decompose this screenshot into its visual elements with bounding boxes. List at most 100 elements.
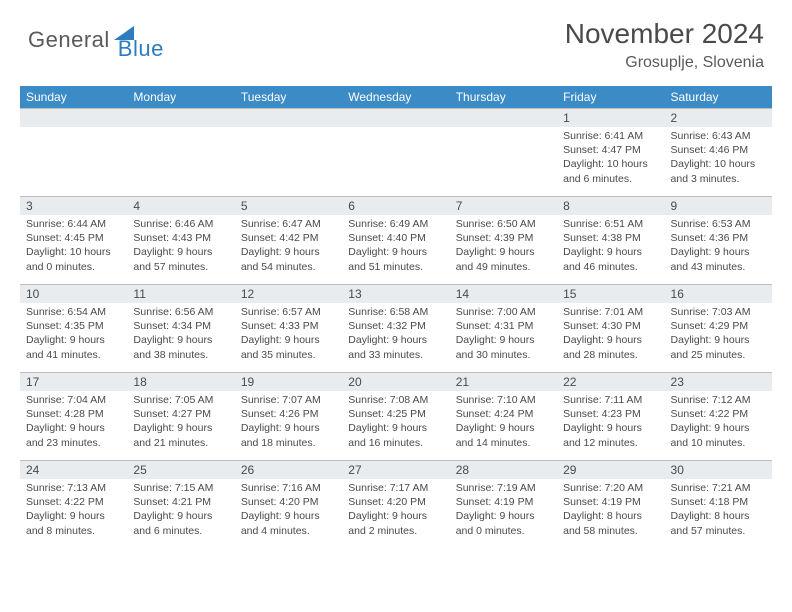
day-number: 28 (450, 461, 557, 479)
day-body: Sunrise: 6:46 AMSunset: 4:43 PMDaylight:… (127, 215, 234, 278)
sunrise-text: Sunrise: 7:05 AM (133, 393, 228, 407)
sunrise-text: Sunrise: 7:19 AM (456, 481, 551, 495)
sunset-text: Sunset: 4:38 PM (563, 231, 658, 245)
daylight-text: Daylight: 9 hours and 8 minutes. (26, 509, 121, 537)
day-body: Sunrise: 7:13 AMSunset: 4:22 PMDaylight:… (20, 479, 127, 542)
sunset-text: Sunset: 4:22 PM (671, 407, 766, 421)
day-body: Sunrise: 6:43 AMSunset: 4:46 PMDaylight:… (665, 127, 772, 190)
sunrise-text: Sunrise: 7:17 AM (348, 481, 443, 495)
sunrise-text: Sunrise: 7:16 AM (241, 481, 336, 495)
sunset-text: Sunset: 4:24 PM (456, 407, 551, 421)
day-number: 8 (557, 197, 664, 215)
day-number: 9 (665, 197, 772, 215)
day-number: 1 (557, 109, 664, 127)
week-row: 3Sunrise: 6:44 AMSunset: 4:45 PMDaylight… (20, 197, 772, 285)
day-header: Wednesday (342, 86, 449, 109)
day-cell: 17Sunrise: 7:04 AMSunset: 4:28 PMDayligh… (20, 373, 127, 461)
sunrise-text: Sunrise: 6:50 AM (456, 217, 551, 231)
day-body: Sunrise: 7:16 AMSunset: 4:20 PMDaylight:… (235, 479, 342, 542)
sunrise-text: Sunrise: 7:08 AM (348, 393, 443, 407)
day-cell: 20Sunrise: 7:08 AMSunset: 4:25 PMDayligh… (342, 373, 449, 461)
sunrise-text: Sunrise: 6:46 AM (133, 217, 228, 231)
day-body: Sunrise: 7:15 AMSunset: 4:21 PMDaylight:… (127, 479, 234, 542)
day-cell: 14Sunrise: 7:00 AMSunset: 4:31 PMDayligh… (450, 285, 557, 373)
sunset-text: Sunset: 4:43 PM (133, 231, 228, 245)
sunrise-text: Sunrise: 6:44 AM (26, 217, 121, 231)
day-body: Sunrise: 7:12 AMSunset: 4:22 PMDaylight:… (665, 391, 772, 454)
sunset-text: Sunset: 4:31 PM (456, 319, 551, 333)
day-header: Sunday (20, 86, 127, 109)
sunset-text: Sunset: 4:42 PM (241, 231, 336, 245)
header: General Blue November 2024 Grosuplje, Sl… (0, 0, 792, 78)
day-number: 22 (557, 373, 664, 391)
sunrise-text: Sunrise: 6:49 AM (348, 217, 443, 231)
sunrise-text: Sunrise: 6:57 AM (241, 305, 336, 319)
day-cell: 27Sunrise: 7:17 AMSunset: 4:20 PMDayligh… (342, 461, 449, 549)
day-number: 23 (665, 373, 772, 391)
day-number: 16 (665, 285, 772, 303)
daylight-text: Daylight: 10 hours and 0 minutes. (26, 245, 121, 273)
day-cell: 30Sunrise: 7:21 AMSunset: 4:18 PMDayligh… (665, 461, 772, 549)
day-cell (450, 109, 557, 197)
daylight-text: Daylight: 9 hours and 2 minutes. (348, 509, 443, 537)
sunrise-text: Sunrise: 7:00 AM (456, 305, 551, 319)
daylight-text: Daylight: 9 hours and 4 minutes. (241, 509, 336, 537)
sunrise-text: Sunrise: 7:15 AM (133, 481, 228, 495)
sunset-text: Sunset: 4:19 PM (563, 495, 658, 509)
day-cell (20, 109, 127, 197)
day-number: 2 (665, 109, 772, 127)
sunset-text: Sunset: 4:25 PM (348, 407, 443, 421)
day-number: 19 (235, 373, 342, 391)
daylight-text: Daylight: 9 hours and 46 minutes. (563, 245, 658, 273)
day-body: Sunrise: 7:07 AMSunset: 4:26 PMDaylight:… (235, 391, 342, 454)
day-number: 15 (557, 285, 664, 303)
day-cell: 9Sunrise: 6:53 AMSunset: 4:36 PMDaylight… (665, 197, 772, 285)
day-number: 4 (127, 197, 234, 215)
sunrise-text: Sunrise: 7:20 AM (563, 481, 658, 495)
day-cell: 21Sunrise: 7:10 AMSunset: 4:24 PMDayligh… (450, 373, 557, 461)
sunset-text: Sunset: 4:34 PM (133, 319, 228, 333)
day-body: Sunrise: 6:47 AMSunset: 4:42 PMDaylight:… (235, 215, 342, 278)
daylight-text: Daylight: 9 hours and 18 minutes. (241, 421, 336, 449)
sunset-text: Sunset: 4:47 PM (563, 143, 658, 157)
day-header: Tuesday (235, 86, 342, 109)
day-header: Monday (127, 86, 234, 109)
sunset-text: Sunset: 4:20 PM (241, 495, 336, 509)
sunrise-text: Sunrise: 7:13 AM (26, 481, 121, 495)
sunset-text: Sunset: 4:19 PM (456, 495, 551, 509)
logo-text-general: General (28, 27, 110, 53)
day-body: Sunrise: 7:19 AMSunset: 4:19 PMDaylight:… (450, 479, 557, 542)
sunset-text: Sunset: 4:26 PM (241, 407, 336, 421)
day-body: Sunrise: 7:05 AMSunset: 4:27 PMDaylight:… (127, 391, 234, 454)
sunset-text: Sunset: 4:45 PM (26, 231, 121, 245)
day-number: 3 (20, 197, 127, 215)
day-cell: 15Sunrise: 7:01 AMSunset: 4:30 PMDayligh… (557, 285, 664, 373)
location: Grosuplje, Slovenia (565, 54, 764, 72)
daylight-text: Daylight: 9 hours and 12 minutes. (563, 421, 658, 449)
week-row: 17Sunrise: 7:04 AMSunset: 4:28 PMDayligh… (20, 373, 772, 461)
day-number: 18 (127, 373, 234, 391)
day-header: Saturday (665, 86, 772, 109)
day-number: 7 (450, 197, 557, 215)
day-cell: 2Sunrise: 6:43 AMSunset: 4:46 PMDaylight… (665, 109, 772, 197)
day-body: Sunrise: 7:03 AMSunset: 4:29 PMDaylight:… (665, 303, 772, 366)
week-row: 10Sunrise: 6:54 AMSunset: 4:35 PMDayligh… (20, 285, 772, 373)
sunrise-text: Sunrise: 7:11 AM (563, 393, 658, 407)
daylight-text: Daylight: 9 hours and 25 minutes. (671, 333, 766, 361)
day-header-row: SundayMondayTuesdayWednesdayThursdayFrid… (20, 86, 772, 109)
day-cell: 3 Sunrise: 6:44 AMSunset: 4:45 PMDaylight… (20, 197, 127, 285)
day-cell: 25Sunrise: 7:15 AMSunset: 4:21 PMDayligh… (127, 461, 234, 549)
daylight-text: Daylight: 9 hours and 49 minutes. (456, 245, 551, 273)
logo-text-blue: Blue (118, 36, 164, 62)
day-number (235, 109, 342, 127)
day-body: Sunrise: 6:56 AMSunset: 4:34 PMDaylight:… (127, 303, 234, 366)
day-cell: 4Sunrise: 6:46 AMSunset: 4:43 PMDaylight… (127, 197, 234, 285)
daylight-text: Daylight: 10 hours and 6 minutes. (563, 157, 658, 185)
day-body: Sunrise: 6:50 AMSunset: 4:39 PMDaylight:… (450, 215, 557, 278)
day-body: Sunrise: 7:10 AMSunset: 4:24 PMDaylight:… (450, 391, 557, 454)
daylight-text: Daylight: 9 hours and 28 minutes. (563, 333, 658, 361)
day-cell: 13Sunrise: 6:58 AMSunset: 4:32 PMDayligh… (342, 285, 449, 373)
day-number: 12 (235, 285, 342, 303)
day-cell: 28Sunrise: 7:19 AMSunset: 4:19 PMDayligh… (450, 461, 557, 549)
day-body: Sunrise: 7:21 AMSunset: 4:18 PMDaylight:… (665, 479, 772, 542)
